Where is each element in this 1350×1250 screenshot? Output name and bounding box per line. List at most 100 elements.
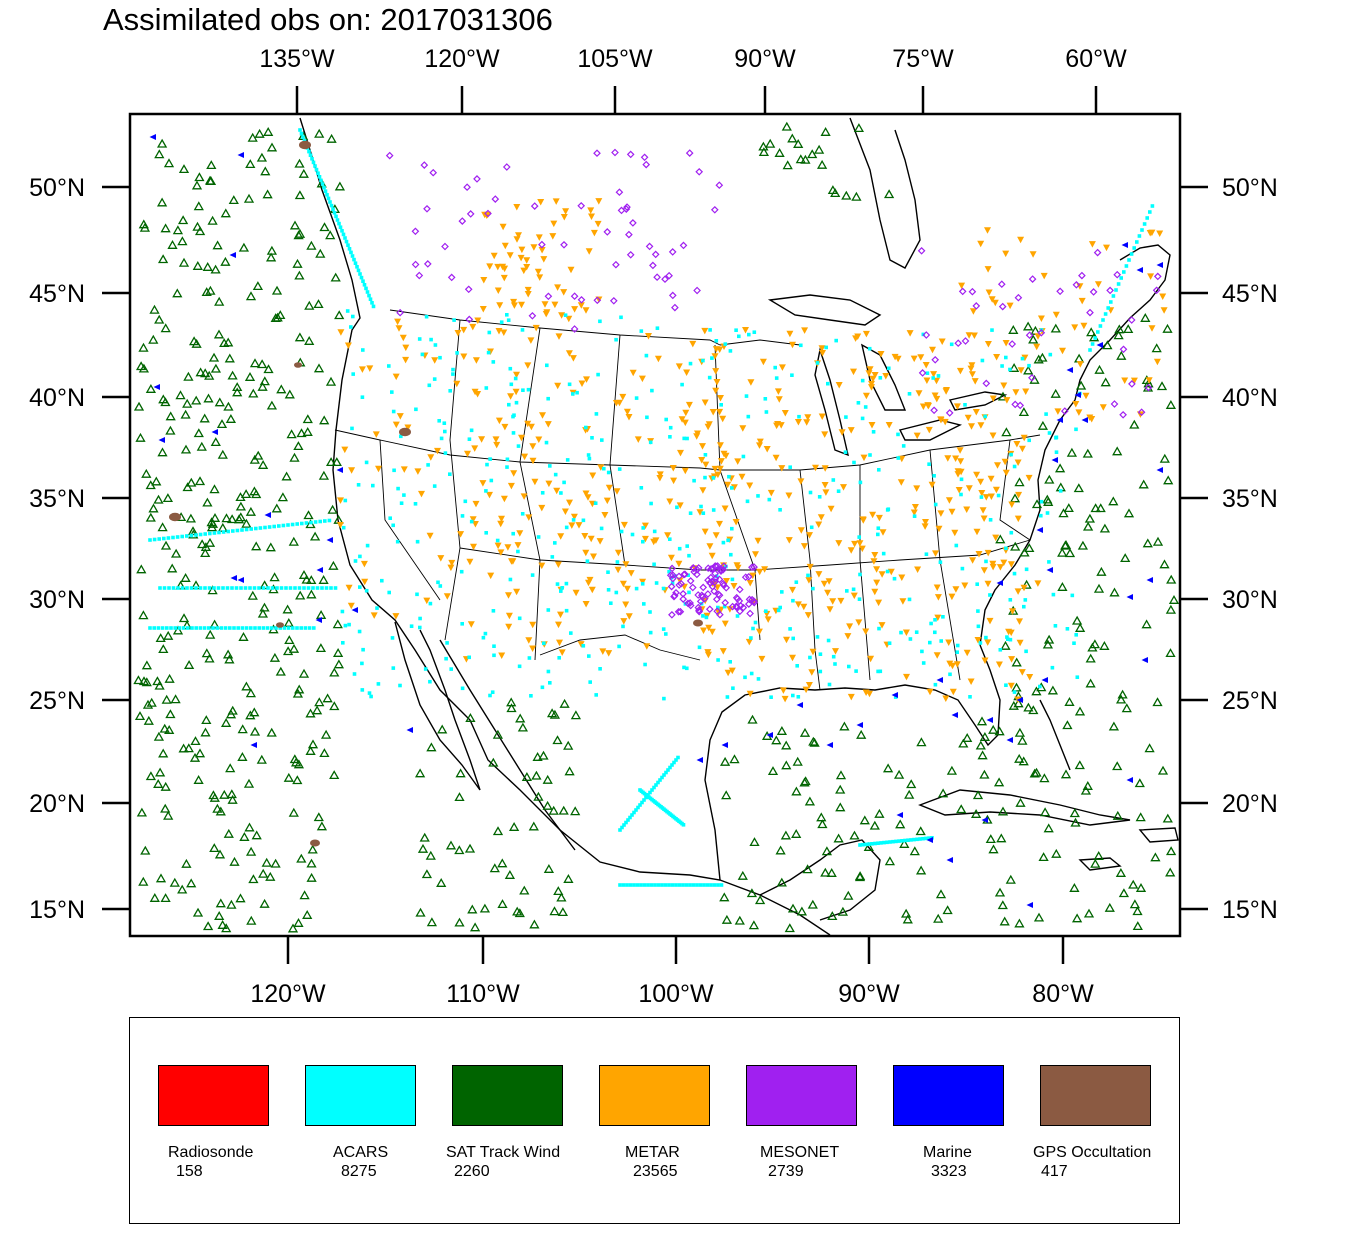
legend-count: 158 [176, 1163, 203, 1180]
metar-marker [704, 423, 712, 431]
metar-marker [515, 232, 522, 239]
sat-track-wind-marker [237, 751, 248, 761]
metar-marker [582, 490, 590, 497]
acars-marker [908, 637, 913, 641]
acars-marker [553, 472, 558, 477]
acars-marker [215, 626, 219, 630]
acars-marker [1074, 633, 1078, 637]
metar-marker [539, 412, 546, 419]
sat-track-wind-marker [529, 919, 540, 929]
metar-marker [931, 392, 939, 399]
acars-marker [808, 490, 813, 495]
acars-marker [272, 524, 276, 529]
metar-marker [585, 579, 592, 587]
mesonet-marker [1028, 373, 1036, 382]
axis-ticks [102, 86, 1208, 964]
metar-marker [498, 515, 505, 523]
sat-track-wind-marker [257, 608, 269, 618]
mesonet-marker [668, 291, 677, 300]
acars-marker [585, 559, 590, 563]
sat-track-wind-marker [1054, 463, 1066, 473]
acars-marker [998, 648, 1003, 652]
marine-marker [316, 567, 323, 573]
sat-track-wind-marker [170, 548, 182, 558]
metar-marker [469, 323, 477, 331]
sat-track-wind-marker [135, 432, 146, 442]
metar-marker [555, 333, 563, 340]
acars-marker [643, 662, 647, 667]
sat-track-wind-marker [1008, 700, 1019, 710]
acars-marker [426, 463, 430, 467]
marine-marker [1046, 567, 1053, 573]
metar-marker [1121, 377, 1129, 384]
sat-track-wind-marker [1075, 380, 1087, 390]
metar-marker [974, 637, 982, 644]
metar-marker [545, 480, 553, 488]
metar-marker [726, 536, 734, 544]
sat-track-wind-marker [313, 812, 324, 822]
metar-marker [1020, 434, 1028, 442]
sat-track-wind-marker [238, 242, 250, 252]
acars-marker [685, 544, 689, 548]
sat-track-wind-marker [792, 756, 803, 766]
acars-marker [704, 615, 709, 620]
acars-marker [897, 839, 901, 843]
metar-marker [778, 364, 786, 371]
sat-track-wind-marker [319, 748, 330, 758]
sat-track-wind-marker [1152, 536, 1164, 546]
acars-marker [307, 149, 311, 154]
metar-marker [711, 465, 719, 473]
acars-marker [936, 374, 941, 378]
metar-marker [945, 639, 953, 646]
metar-marker [507, 482, 515, 490]
metar-marker [815, 571, 823, 578]
metar-marker [749, 572, 757, 580]
metar-marker [877, 351, 885, 358]
acars-marker [600, 438, 604, 442]
metar-marker [917, 354, 925, 361]
sat-track-wind-marker [282, 646, 294, 656]
sat-track-wind-marker [172, 288, 183, 298]
metar-marker [402, 356, 410, 364]
sat-track-wind-marker [455, 768, 466, 778]
gps-occultation-marker [310, 839, 320, 847]
acars-marker [429, 337, 433, 342]
metar-marker [1018, 445, 1026, 453]
sat-track-wind-marker [162, 493, 174, 503]
acars-marker [716, 605, 720, 610]
sat-track-wind-marker [222, 649, 234, 659]
metar-marker [1078, 297, 1086, 305]
sat-track-wind-marker [1018, 407, 1030, 417]
metar-marker [499, 223, 507, 231]
metar-marker [641, 535, 649, 543]
metar-marker [497, 549, 505, 556]
acars-marker [661, 586, 666, 591]
sat-track-wind-marker [158, 748, 169, 758]
acars-marker [587, 654, 591, 658]
sat-track-wind-marker [192, 907, 204, 917]
metar-marker [543, 309, 551, 316]
metar-marker [754, 537, 762, 545]
sat-track-wind-marker [260, 166, 271, 176]
acars-marker [318, 519, 322, 524]
sat-track-wind-marker [311, 705, 323, 715]
sat-track-wind-marker [419, 832, 430, 842]
sat-track-wind-marker [1108, 496, 1119, 506]
sat-track-wind-marker [1021, 579, 1032, 589]
acars-marker [857, 597, 862, 601]
sat-track-wind-marker [1047, 685, 1059, 695]
acars-marker [741, 454, 746, 459]
acars-marker [701, 358, 705, 363]
sat-track-wind-marker [956, 804, 967, 814]
metar-marker [1000, 559, 1008, 567]
acars-marker [826, 638, 831, 643]
acars-marker [542, 641, 546, 646]
sat-track-wind-marker [158, 644, 169, 654]
mesonet-marker [711, 574, 720, 583]
acars-marker [217, 530, 221, 535]
acars-marker [1022, 604, 1026, 609]
metar-marker [822, 489, 830, 496]
sat-track-wind-marker [302, 426, 313, 436]
acars-marker [1045, 511, 1050, 515]
sat-track-wind-marker [426, 742, 437, 752]
